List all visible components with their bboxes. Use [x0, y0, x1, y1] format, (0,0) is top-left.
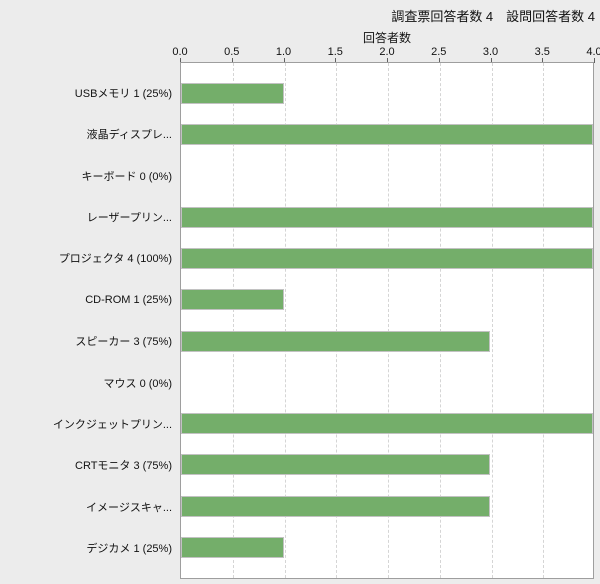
x-axis-title: 回答者数: [362, 31, 411, 45]
bar-row: [181, 156, 593, 197]
bar-4[interactable]: [181, 248, 593, 270]
x-axis-tick-label: 1.5: [327, 46, 343, 58]
x-axis-tick-mark: [387, 58, 388, 63]
x-axis-tick-mark: [438, 58, 440, 63]
bar-rows: [181, 63, 593, 578]
x-axis-tick-label: 2.0: [379, 46, 395, 58]
gridline: [232, 63, 234, 578]
bar-6[interactable]: [181, 330, 490, 352]
bar-1[interactable]: [181, 124, 593, 146]
bar-row: [181, 238, 593, 279]
bar-row: [181, 114, 593, 155]
category-label: CRTモニタ 3 (75%): [75, 460, 172, 473]
bar-11[interactable]: [181, 536, 284, 558]
x-axis-tick-label: 1.0: [275, 46, 292, 58]
gridline: [388, 63, 389, 578]
x-axis-tick-label: 3.0: [482, 46, 499, 58]
x-axis-tick-mark: [283, 58, 285, 63]
x-axis-tick-label: 3.5: [534, 46, 550, 58]
bar-row: [181, 321, 593, 362]
category-label: スピーカー 3 (75%): [75, 336, 172, 349]
bar-9[interactable]: [181, 454, 490, 476]
bar-row: [181, 403, 593, 444]
bar-8[interactable]: [181, 413, 593, 435]
bar-0[interactable]: [181, 83, 284, 105]
x-axis-tick-label: 0.0: [172, 46, 188, 58]
bar-3[interactable]: [181, 206, 593, 228]
chart-plot-area: [180, 62, 594, 579]
gridline: [439, 63, 441, 578]
x-axis-tick-mark: [542, 58, 544, 63]
category-label: レーザープリン...: [86, 211, 172, 224]
x-axis-tick-label: 0.5: [224, 46, 240, 58]
bar-10[interactable]: [181, 495, 490, 517]
category-label: CD-ROM 1 (25%): [85, 293, 172, 306]
gridline: [543, 63, 545, 578]
bar-row: [181, 444, 593, 485]
bar-5[interactable]: [181, 289, 284, 311]
x-axis-tick-mark: [335, 58, 337, 63]
category-label: キーボード 0 (0%): [81, 170, 172, 183]
category-label: マウス 0 (0%): [103, 377, 172, 390]
x-axis-tick-mark: [490, 58, 492, 63]
category-label: デジカメ 1 (25%): [86, 543, 172, 556]
bar-row: [181, 362, 593, 403]
x-axis-tick-label: 4.0: [586, 46, 600, 58]
bar-row: [181, 279, 593, 320]
category-label: プロジェクタ 4 (100%): [58, 253, 172, 266]
bar-row: [181, 73, 593, 114]
bar-row: [181, 486, 593, 527]
gridline: [491, 63, 493, 578]
x-axis-tick-label: 2.5: [431, 46, 447, 58]
category-label: イメージスキャ...: [86, 501, 172, 514]
gridline: [336, 63, 338, 578]
category-label: USBメモリ 1 (25%): [74, 87, 172, 100]
x-axis-tick-mark: [180, 58, 181, 63]
bar-row: [181, 527, 593, 568]
category-label: インクジェットプリン...: [52, 419, 172, 432]
bar-row: [181, 197, 593, 238]
respondent-counts-header: 調査票回答者数 4 設問回答者数 4: [391, 9, 595, 24]
x-axis-tick-mark: [231, 58, 233, 63]
category-label: 液晶ディスプレ...: [86, 129, 172, 142]
gridline: [284, 63, 286, 578]
x-axis-tick-mark: [594, 58, 595, 63]
